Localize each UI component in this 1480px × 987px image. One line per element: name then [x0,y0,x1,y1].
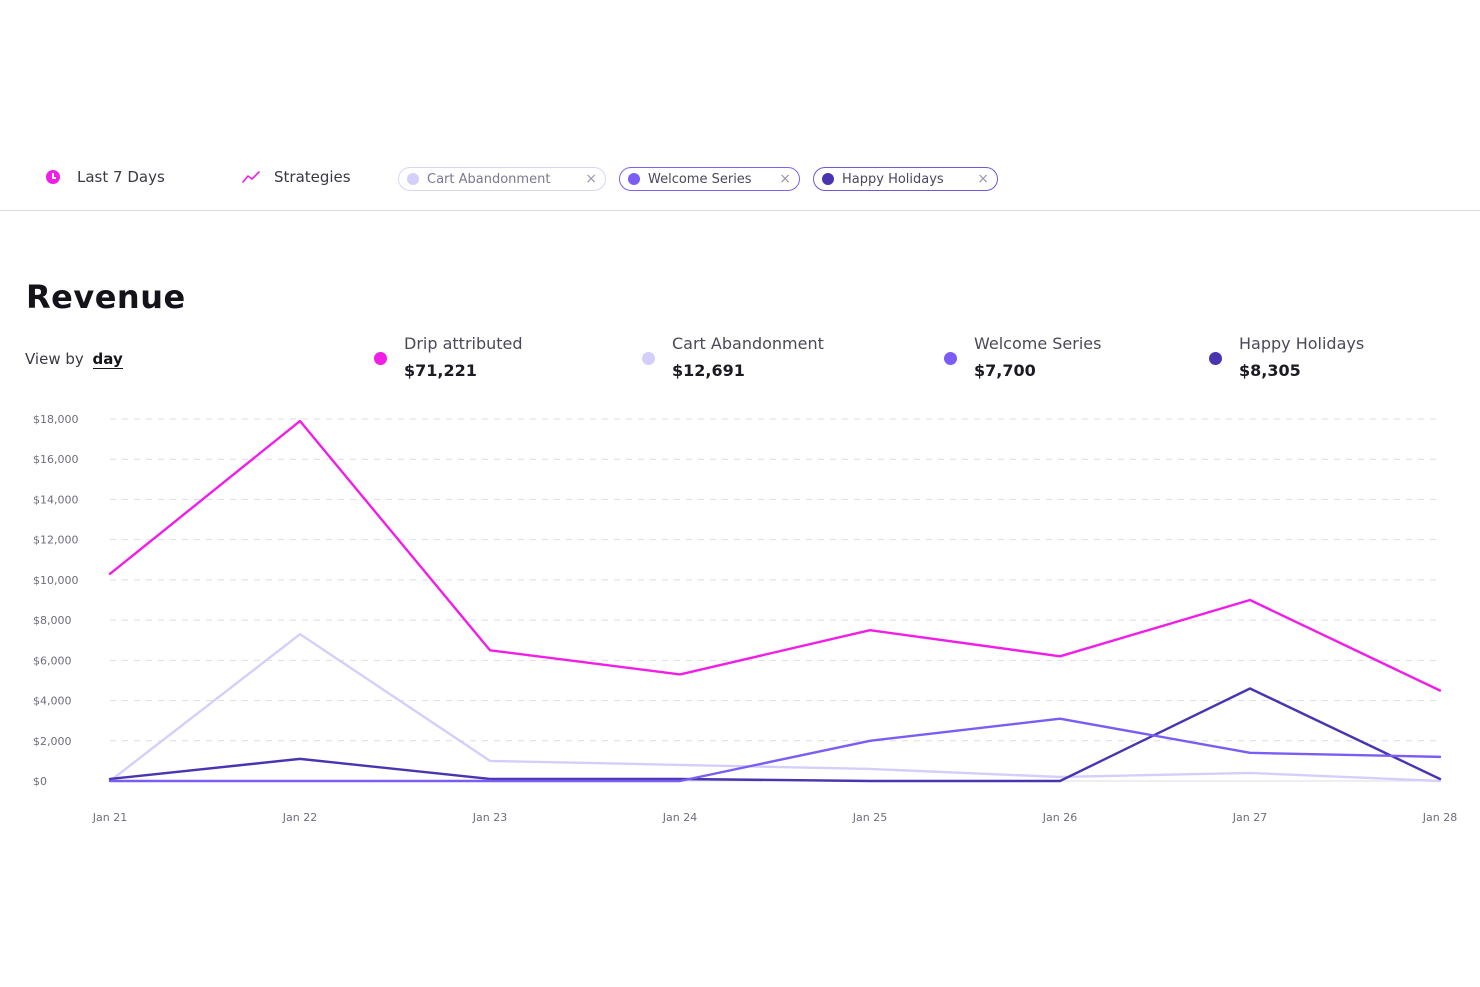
strategy-chip-happy-holidays[interactable]: Happy Holidays × [813,167,998,191]
y-tick-label: $8,000 [33,614,72,627]
y-tick-label: $2,000 [33,735,72,748]
trend-line-icon [242,171,260,183]
x-tick-label: Jan 23 [472,811,507,824]
view-by-dropdown[interactable]: day [92,350,123,369]
legend-value: $71,221 [404,361,477,380]
close-icon[interactable]: × [779,171,791,187]
filter-bar: Last 7 Days Strategies Cart Abandonment … [0,150,1480,211]
chip-label: Cart Abandonment [427,171,551,187]
y-tick-label: $10,000 [33,574,79,587]
chip-color-dot [628,173,640,185]
close-icon[interactable]: × [977,171,989,187]
y-tick-label: $12,000 [33,534,79,547]
close-icon[interactable]: × [585,171,597,187]
y-tick-label: $4,000 [33,695,72,708]
x-tick-label: Jan 27 [1232,811,1267,824]
date-range-label: Last 7 Days [77,168,165,186]
x-tick-label: Jan 26 [1042,811,1077,824]
legend-color-dot [944,352,957,365]
legend-color-dot [642,352,655,365]
y-tick-label: $0 [33,775,47,788]
y-tick-label: $6,000 [33,654,72,667]
x-tick-label: Jan 21 [92,811,127,824]
y-tick-label: $16,000 [33,453,79,466]
legend-value: $12,691 [672,361,745,380]
date-range-filter[interactable]: Last 7 Days [46,168,165,186]
legend-color-dot [1209,352,1222,365]
strategy-chip-welcome-series[interactable]: Welcome Series × [619,167,800,191]
strategy-chip-cart-abandonment[interactable]: Cart Abandonment × [398,167,606,191]
legend-value: $8,305 [1239,361,1301,380]
view-by-control: View by day [25,350,123,369]
chip-color-dot [822,173,834,185]
legend-color-dot [374,352,387,365]
chip-label: Happy Holidays [842,171,944,187]
view-by-label: View by [25,350,84,368]
page-title: Revenue [26,278,186,316]
series-line-cart-abandonment [108,632,1442,783]
series-line-welcome-series [108,717,1442,783]
revenue-line-chart: $0 $2,000 $4,000 $6,000 $8,000 $10,000 $12,000… [33,413,1457,824]
x-tick-label: Jan 28 [1422,811,1457,824]
x-tick-label: Jan 24 [662,811,697,824]
strategies-label: Strategies [274,168,351,186]
chip-color-dot [407,173,419,185]
chip-label: Welcome Series [648,171,752,187]
series-line-happy-holidays [108,687,1442,783]
legend-label: Welcome Series [974,334,1102,353]
y-tick-label: $18,000 [33,413,79,426]
clock-icon [46,170,60,184]
series-line-drip-attributed [108,419,1442,692]
revenue-chart: $0 $2,000 $4,000 $6,000 $8,000 $10,000 $12,000… [0,400,1480,840]
y-tick-label: $14,000 [33,493,79,506]
x-tick-label: Jan 25 [852,811,887,824]
legend-label: Drip attributed [404,334,523,353]
legend-label: Cart Abandonment [672,334,824,353]
legend-value: $7,700 [974,361,1036,380]
x-tick-label: Jan 22 [282,811,317,824]
legend-label: Happy Holidays [1239,334,1365,353]
strategies-filter[interactable]: Strategies [242,168,351,186]
